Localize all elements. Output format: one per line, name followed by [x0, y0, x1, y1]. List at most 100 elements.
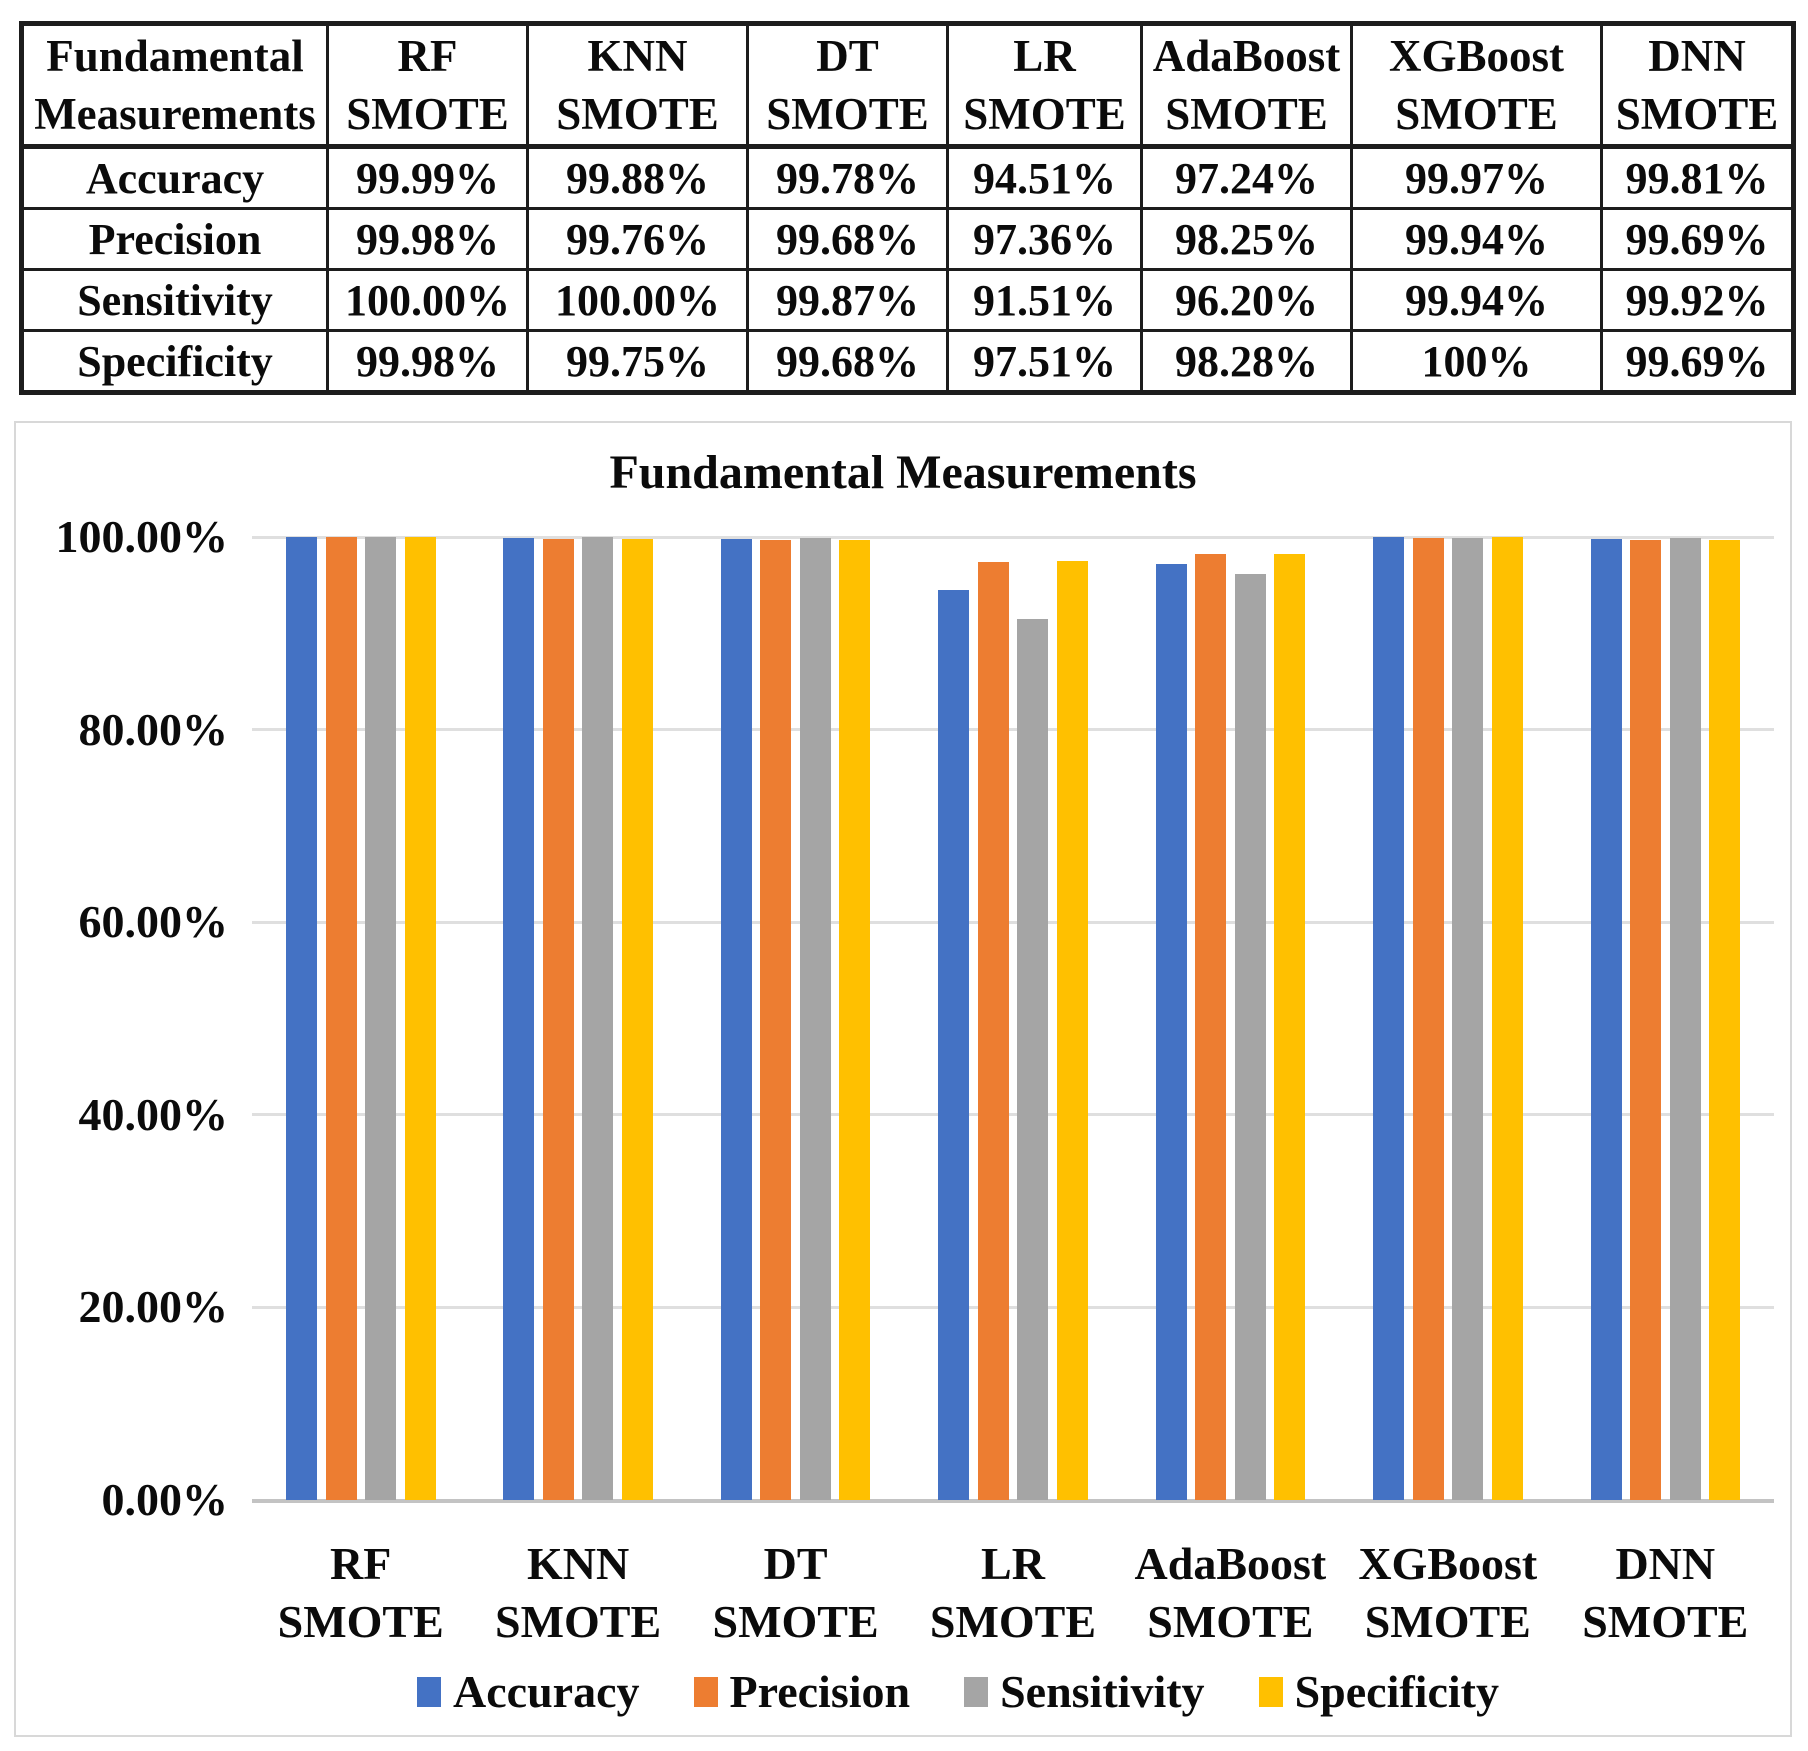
- x-axis-label-dnn-smote: DNN SMOTE: [1557, 1535, 1774, 1650]
- row-label: Sensitivity: [20, 268, 329, 332]
- header-line: RF: [397, 30, 458, 81]
- bar-accuracy-knn-smote: [503, 538, 535, 1500]
- cell-accuracy-adaboost: 97.24%: [1140, 145, 1353, 210]
- y-axis-label-60: 60.00%: [78, 896, 229, 948]
- bar-precision-dt-smote: [760, 540, 792, 1500]
- cell-specificity-rf: 99.98%: [326, 329, 529, 394]
- cell-specificity-dt: 99.68%: [746, 329, 949, 394]
- table-row-precision: Precision 99.98% 99.76% 99.68% 97.36% 98.25% 9…: [20, 207, 1795, 271]
- cell-precision-xgboost: 99.94%: [1350, 207, 1603, 271]
- bar-specificity-knn-smote: [621, 539, 653, 1500]
- x-axis-label-rf-smote: RF SMOTE: [252, 1535, 469, 1650]
- bar-sensitivity-adaboost-smote: [1234, 573, 1266, 1500]
- x-axis-label-line: DNN: [1615, 1538, 1716, 1589]
- bar-accuracy-rf-smote: [286, 537, 317, 1500]
- column-header-knn-smote: KNN SMOTE: [526, 22, 749, 149]
- x-axis-label-line: SMOTE: [1364, 1595, 1531, 1647]
- cell-precision-knn: 99.76%: [526, 207, 749, 271]
- bar-accuracy-xgboost-smote: [1373, 537, 1405, 1500]
- row-label: Accuracy: [20, 145, 329, 210]
- bar-precision-knn-smote: [542, 539, 574, 1500]
- grid-line-80: [252, 728, 1774, 732]
- legend-swatch-specificity: [1258, 1677, 1283, 1707]
- legend-item-precision: Precision: [693, 1666, 911, 1717]
- legend-label-specificity: Specificity: [1294, 1666, 1499, 1717]
- legend-label-precision: Precision: [729, 1666, 911, 1717]
- bar-sensitivity-dt-smote: [799, 538, 831, 1500]
- bar-accuracy-lr-smote: [938, 589, 970, 1500]
- grid-line-40: [252, 1113, 1774, 1117]
- y-axis-label-20: 20.00%: [78, 1281, 229, 1333]
- column-header-xgboost-smote: XGBoost SMOTE: [1350, 22, 1603, 149]
- x-axis-label-dt-smote: DT SMOTE: [687, 1535, 904, 1650]
- bar-precision-lr-smote: [977, 562, 1009, 1500]
- cell-accuracy-rf: 99.99%: [326, 145, 529, 210]
- cell-accuracy-dt: 99.78%: [746, 145, 949, 210]
- column-header-rf-smote: RF SMOTE: [326, 22, 529, 149]
- x-axis-label-line: SMOTE: [1147, 1595, 1314, 1647]
- column-header-lr-smote: LR SMOTE: [946, 22, 1143, 149]
- table-header-row: Fundamental Measurements RF SMOTE KNN SMOTE DT…: [20, 22, 1795, 149]
- cell-sensitivity-dt: 99.87%: [746, 268, 949, 332]
- x-axis-label-line: SMOTE: [929, 1595, 1097, 1647]
- header-line: AdaBoost: [1152, 30, 1341, 81]
- cell-sensitivity-dnn: 99.92%: [1600, 268, 1795, 332]
- bar-specificity-adaboost-smote: [1274, 553, 1306, 1500]
- cell-sensitivity-knn: 100.00%: [526, 268, 749, 332]
- x-axis-label-line: DT: [763, 1538, 828, 1589]
- y-axis-label-0: 0.00%: [101, 1474, 229, 1525]
- bar-specificity-xgboost-smote: [1491, 537, 1523, 1500]
- bar-precision-xgboost-smote: [1412, 537, 1444, 1500]
- bar-sensitivity-rf-smote: [365, 537, 396, 1500]
- x-axis-label-line: XGBoost: [1358, 1538, 1538, 1589]
- header-line: XGBoost: [1388, 30, 1564, 81]
- bar-sensitivity-xgboost-smote: [1452, 537, 1484, 1500]
- legend-item-specificity: Specificity: [1258, 1666, 1499, 1717]
- legend-swatch-sensitivity: [964, 1677, 989, 1707]
- cell-precision-lr: 97.36%: [946, 207, 1143, 271]
- header-line: DT: [816, 30, 879, 81]
- bar-accuracy-dnn-smote: [1590, 538, 1622, 1500]
- x-axis-label-line: RF: [330, 1538, 392, 1589]
- cell-precision-adaboost: 98.25%: [1140, 207, 1353, 271]
- column-header-adaboost-smote: AdaBoost SMOTE: [1140, 22, 1353, 149]
- header-line: SMOTE: [1395, 89, 1558, 139]
- cell-sensitivity-xgboost: 99.94%: [1350, 268, 1603, 332]
- cell-specificity-knn: 99.75%: [526, 329, 749, 394]
- x-axis-label-line: KNN: [526, 1538, 630, 1589]
- bar-accuracy-dt-smote: [720, 539, 752, 1500]
- bar-accuracy-adaboost-smote: [1155, 563, 1187, 1500]
- legend-label-sensitivity: Sensitivity: [1000, 1666, 1205, 1717]
- x-axis-label-knn-smote: KNN SMOTE: [469, 1535, 686, 1650]
- legend-swatch-accuracy: [417, 1677, 442, 1707]
- metrics-table: Fundamental Measurements RF SMOTE KNN SMOTE DT…: [19, 21, 1796, 395]
- header-line: SMOTE: [556, 89, 719, 139]
- bar-sensitivity-dnn-smote: [1669, 537, 1701, 1500]
- header-line: SMOTE: [963, 89, 1126, 139]
- column-header-dt-smote: DT SMOTE: [746, 22, 949, 149]
- x-axis-label-adaboost-smote: AdaBoost SMOTE: [1122, 1535, 1339, 1650]
- cell-precision-dnn: 99.69%: [1600, 207, 1795, 271]
- header-line: SMOTE: [1165, 89, 1328, 139]
- cell-sensitivity-adaboost: 96.20%: [1140, 268, 1353, 332]
- bar-specificity-rf-smote: [404, 537, 436, 1500]
- cell-specificity-dnn: 99.69%: [1600, 329, 1795, 394]
- x-axis-label-line: LR: [981, 1538, 1045, 1589]
- header-line: SMOTE: [766, 89, 929, 139]
- x-axis-label-line: AdaBoost: [1134, 1538, 1327, 1589]
- bar-precision-rf-smote: [325, 537, 357, 1500]
- chart-legend: Accuracy Precision Sensitivity Specificity: [126, 1669, 1790, 1715]
- table-row-specificity: Specificity 99.98% 99.75% 99.68% 97.51% 98.28…: [20, 329, 1795, 394]
- header-line: SMOTE: [346, 89, 509, 139]
- header-line: KNN: [587, 30, 688, 81]
- cell-precision-dt: 99.68%: [746, 207, 949, 271]
- table-row-sensitivity: Sensitivity 100.00% 100.00% 99.87% 91.51% 96.…: [20, 268, 1795, 332]
- cell-specificity-lr: 97.51%: [946, 329, 1143, 394]
- row-label: Precision: [20, 207, 329, 271]
- x-axis-label-line: SMOTE: [495, 1595, 662, 1647]
- legend-label-accuracy: Accuracy: [453, 1666, 640, 1717]
- bar-precision-dnn-smote: [1630, 540, 1661, 1500]
- y-axis-label-80: 80.00%: [78, 703, 229, 755]
- table-corner-header: Fundamental Measurements: [20, 22, 329, 149]
- grid-line-100: [252, 535, 1774, 539]
